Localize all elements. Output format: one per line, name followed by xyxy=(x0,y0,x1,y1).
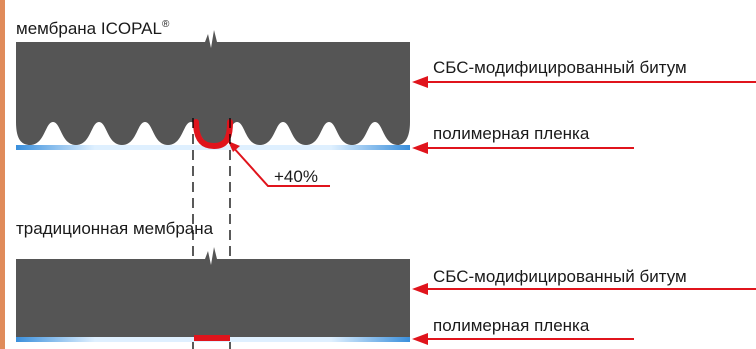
icopal-bitumen-layer xyxy=(16,30,410,145)
arrow-icopal-bitumen xyxy=(412,76,756,88)
icopal-highlight-wave xyxy=(193,119,233,150)
left-accent-bar xyxy=(0,0,5,349)
icopal-membrane-title: мембрана ICOPAL® xyxy=(16,19,170,38)
arrow-traditional-film xyxy=(412,333,634,345)
icopal-bitumen-label: СБС-модифицированный битум xyxy=(433,58,687,77)
increase-label: +40% xyxy=(274,167,318,186)
traditional-film-label: полимерная пленка xyxy=(433,316,590,335)
traditional-membrane-title: традиционная мембрана xyxy=(16,219,214,238)
icopal-film-label: полимерная пленка xyxy=(433,124,590,143)
traditional-bitumen-layer xyxy=(16,247,410,337)
arrow-traditional-bitumen xyxy=(412,283,756,295)
traditional-highlight-segment xyxy=(194,335,230,341)
increase-callout-arrow xyxy=(228,141,330,187)
traditional-bitumen-label: СБС-модифицированный битум xyxy=(433,267,687,286)
arrow-icopal-film xyxy=(412,142,634,154)
